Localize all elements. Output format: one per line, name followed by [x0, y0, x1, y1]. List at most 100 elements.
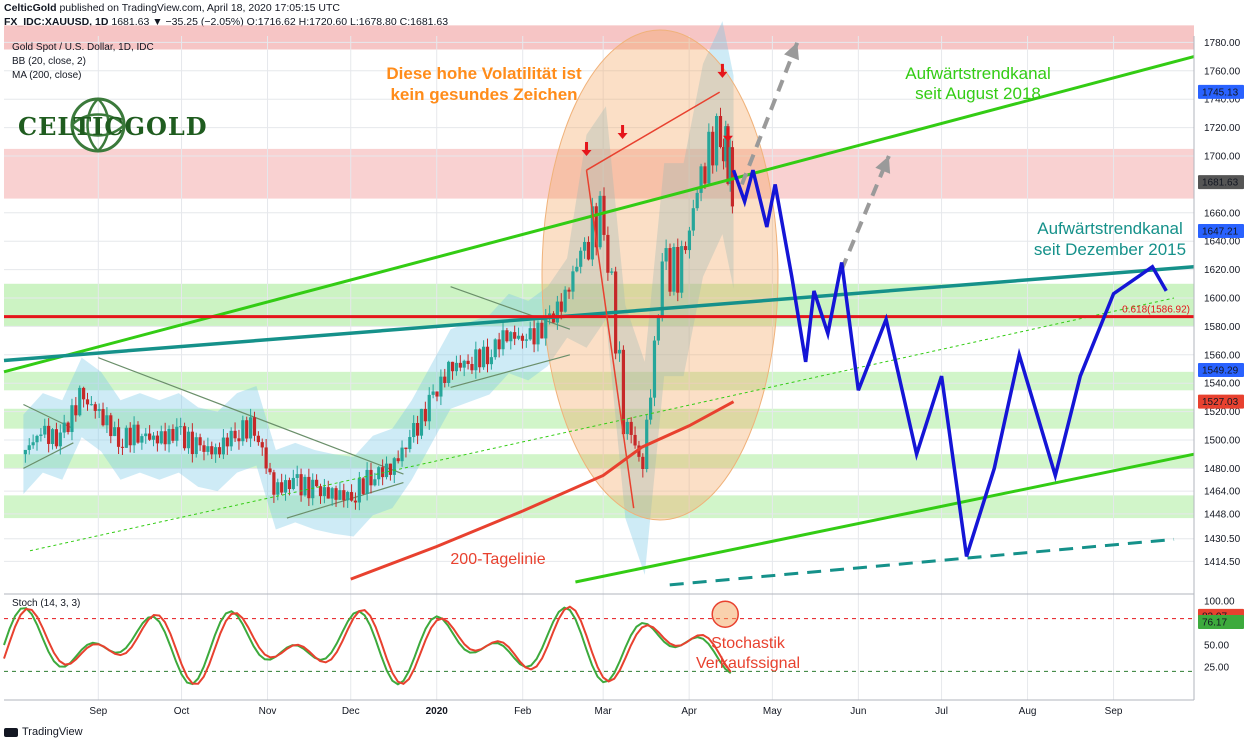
candle-body: [404, 447, 408, 450]
candle-body: [388, 463, 393, 475]
candle-body: [724, 126, 728, 162]
candle-body: [241, 420, 245, 442]
candle-body: [695, 192, 699, 209]
candle-body: [280, 482, 284, 493]
y-tick-label: 1540.00: [1204, 379, 1241, 390]
bollinger-band: [23, 21, 734, 575]
candle-body: [462, 360, 466, 368]
stoch-d-line: [3, 605, 732, 685]
y-tick-label: 1760.00: [1204, 66, 1241, 77]
tradingview-logo-icon: [4, 727, 18, 737]
candle-body: [283, 480, 288, 493]
candle-body: [54, 429, 59, 447]
y-tick-label: 1520.00: [1204, 407, 1241, 418]
candle-body: [163, 431, 167, 445]
x-tick-label: Apr: [681, 706, 697, 717]
candle-body: [396, 458, 400, 462]
candle-body: [89, 404, 93, 406]
celticgold-logo: CELTICGOLD: [14, 90, 207, 160]
axes: 1780.00 1760.00 1740.00 1720.00 1700.00 1660.…: [4, 36, 1244, 717]
x-tick-label: May: [763, 706, 782, 717]
candle-body: [602, 195, 606, 235]
y-tick-label: 1740.00: [1204, 95, 1241, 106]
candle-body: [392, 458, 396, 475]
candle-body: [520, 335, 525, 341]
ma200-line: [350, 400, 735, 581]
candle-body: [62, 422, 66, 433]
y-tick-label: 1500.00: [1204, 436, 1241, 447]
candle-body: [555, 301, 559, 323]
candle-body: [58, 432, 62, 447]
candle-body: [524, 339, 528, 341]
candle-body: [586, 241, 591, 260]
arrow-head-icon: [784, 42, 799, 61]
candle-body: [264, 447, 268, 469]
candle-body: [377, 467, 381, 480]
candle-body: [427, 394, 431, 422]
candle-body: [136, 424, 140, 443]
sr-zone: [4, 454, 1194, 469]
x-tick-label: Jun: [850, 706, 866, 717]
candle-body: [703, 166, 707, 184]
candle-body: [482, 346, 486, 368]
price-tag: [1198, 394, 1244, 409]
candle-body: [726, 126, 730, 184]
candle-body: [124, 427, 128, 448]
stoch-signal-circle: [711, 600, 739, 628]
x-tick-label: Mar: [595, 706, 613, 717]
sr-zone: [4, 371, 1194, 391]
candle-body: [260, 442, 264, 448]
candle-body: [315, 479, 319, 487]
y-tick-label: 1780.00: [1204, 38, 1241, 49]
candle-body: [683, 246, 688, 251]
candle-body: [70, 405, 74, 433]
candle-body: [384, 463, 389, 478]
y-tick-label: 1560.00: [1204, 350, 1241, 361]
logo-knot-icon: [70, 97, 126, 153]
candle-body: [338, 490, 342, 500]
candle-body: [454, 362, 459, 372]
candle-body: [151, 435, 156, 440]
candle-body: [617, 349, 622, 354]
candle-body: [381, 467, 385, 478]
annotation-volatility-line1: Diese hohe Volatilität ist: [386, 64, 582, 83]
y-tick-label: 1640.00: [1204, 237, 1241, 248]
annotation-channel-2018-line2: seit August 2018: [915, 84, 1041, 103]
candle-body: [501, 330, 505, 350]
candle-body: [35, 435, 39, 443]
stoch-y-tick-label: 50.00: [1204, 641, 1229, 652]
x-tick-label: Sep: [1105, 706, 1123, 717]
stoch-k-line: [3, 606, 732, 686]
x-tick-label: Oct: [174, 706, 190, 717]
candle-body: [47, 425, 51, 444]
y-tick-label: 1480.00: [1204, 464, 1241, 475]
candle-body: [299, 474, 303, 496]
legend-stoch: Stoch (14, 3, 3): [12, 598, 81, 609]
candle-body: [248, 417, 253, 439]
candle-body: [505, 330, 509, 342]
candle-body: [50, 429, 55, 444]
candle-body: [233, 430, 237, 439]
candle-body: [439, 376, 443, 397]
candle-body: [353, 500, 358, 503]
candle-body: [497, 339, 501, 350]
price-tag-label: 1745.13: [1202, 87, 1239, 98]
candle-body: [408, 437, 412, 450]
candle-body: [528, 328, 532, 340]
candle-body: [489, 357, 493, 365]
candle-body: [470, 363, 474, 371]
candle-body: [74, 405, 78, 416]
candle-body: [252, 417, 257, 436]
candle-body: [598, 195, 602, 248]
price-tag: [1198, 223, 1244, 238]
down-arrow-icon: [717, 63, 728, 78]
candle-body: [225, 437, 229, 447]
candle-body: [652, 340, 657, 398]
candle-body: [66, 422, 70, 433]
candle-body: [419, 408, 424, 436]
candle-body: [268, 468, 272, 473]
stoch-value-label: 76.17: [1202, 617, 1227, 628]
candle-body: [474, 349, 478, 371]
sr-zone: [4, 408, 1194, 429]
ohlc-values: 1681.63 ▼ −35.25 (−2.05%) O:1716.62 H:17…: [111, 16, 449, 28]
